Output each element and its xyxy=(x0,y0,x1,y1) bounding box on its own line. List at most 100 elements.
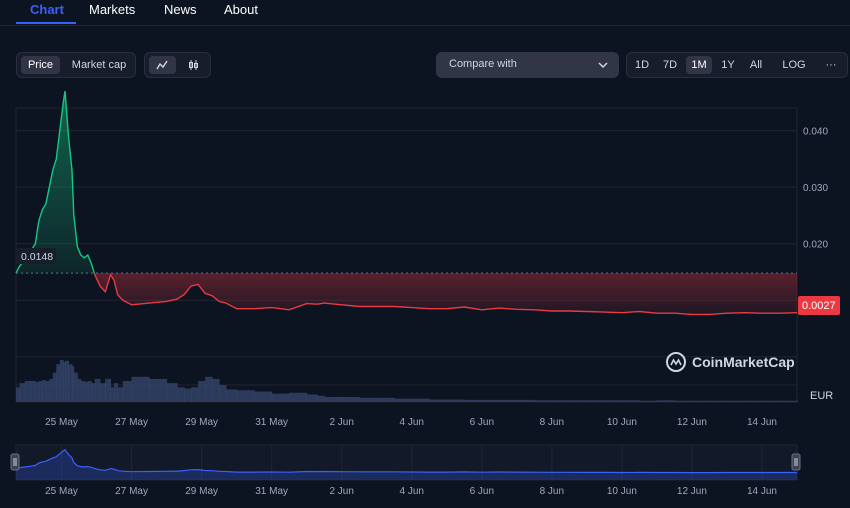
volume-bar xyxy=(94,378,101,402)
volume-bar xyxy=(236,390,255,402)
tab-markets[interactable]: Markets xyxy=(89,2,136,17)
coinmarketcap-watermark: CoinMarketCap xyxy=(666,352,795,372)
x-tick-label: 31 May xyxy=(255,417,288,428)
tab-about[interactable]: About xyxy=(224,2,258,17)
volume-bar xyxy=(324,396,343,402)
volume-bar xyxy=(254,391,273,402)
range-all-button[interactable]: All xyxy=(749,59,763,71)
coinmarketcap-logo-icon xyxy=(666,352,686,372)
navigator-line xyxy=(15,448,797,474)
volume-bar xyxy=(166,383,178,402)
x-tick-label: 6 Jun xyxy=(470,417,494,428)
navigator-left-handle[interactable] xyxy=(10,453,20,471)
volume-bar xyxy=(114,383,119,402)
volume-bar xyxy=(464,399,483,402)
compare-with-dropdown[interactable]: Compare with xyxy=(436,52,619,78)
chart-grid xyxy=(15,107,798,403)
current-price-badge: 0.0027 xyxy=(798,296,840,315)
tab-news[interactable]: News xyxy=(164,2,197,17)
x-tick-label: 25 May xyxy=(45,417,78,428)
x-tick-label: 4 Jun xyxy=(400,417,424,428)
volume-bar xyxy=(586,400,605,402)
navigator-frame xyxy=(15,444,798,481)
navigator-right-handle[interactable] xyxy=(791,453,801,471)
chart-type-toggle xyxy=(144,52,211,78)
volume-bar xyxy=(72,366,75,402)
volume-bar xyxy=(42,380,47,402)
volume-bar xyxy=(205,376,213,402)
volume-bar xyxy=(110,387,115,402)
market-cap-option[interactable]: Market cap xyxy=(71,59,127,71)
volume-bar xyxy=(551,400,570,402)
volume-bar xyxy=(744,400,763,402)
current-price-label: 0.0027 xyxy=(802,300,836,312)
volume-bar xyxy=(87,381,92,402)
navigator-tick-label: 29 May xyxy=(185,486,218,497)
active-tab-indicator xyxy=(16,22,76,24)
volume-bar xyxy=(341,396,360,402)
volume-bar xyxy=(91,383,96,402)
price-option[interactable]: Price xyxy=(21,56,60,74)
time-range-selector: 1D 7D 1M 1Y All LOG ··· xyxy=(626,52,848,78)
volume-bar xyxy=(481,399,500,402)
volume-bar xyxy=(621,400,640,402)
volume-bar xyxy=(84,381,89,402)
line-chart-icon xyxy=(156,60,168,70)
x-tick-label: 12 Jun xyxy=(677,417,707,428)
range-7d-button[interactable]: 7D xyxy=(662,59,678,71)
candlestick-chart-button[interactable] xyxy=(180,56,207,74)
range-1y-button[interactable]: 1Y xyxy=(721,59,735,71)
x-tick-label: 14 Jun xyxy=(747,417,777,428)
volume-bars xyxy=(16,360,798,402)
watermark-text: CoinMarketCap xyxy=(692,354,795,370)
x-tick-label: 29 May xyxy=(185,417,218,428)
volume-bar xyxy=(779,400,798,402)
range-navigator[interactable] xyxy=(10,444,801,481)
volume-bar xyxy=(656,400,675,402)
price-marketcap-toggle: Price Market cap xyxy=(16,52,136,78)
volume-bar xyxy=(77,378,82,402)
volume-bar xyxy=(317,395,325,402)
volume-bar xyxy=(411,398,430,402)
tab-chart[interactable]: Chart xyxy=(30,2,64,17)
open-price-badge: 0.0148 xyxy=(16,248,56,264)
drag-handle-icon xyxy=(791,453,801,471)
navigator-tick-label: 31 May xyxy=(255,486,288,497)
volume-bar xyxy=(19,383,26,402)
volume-bar xyxy=(359,397,378,402)
x-tick-label: 27 May xyxy=(115,417,148,428)
volume-bar xyxy=(797,400,798,402)
volume-bar xyxy=(499,399,518,402)
more-options-button[interactable]: ··· xyxy=(825,59,837,71)
range-1d-button[interactable]: 1D xyxy=(634,59,650,71)
volume-bar xyxy=(271,393,290,402)
volume-bar xyxy=(122,381,133,402)
navigator-tick-label: 6 Jun xyxy=(470,486,494,497)
volume-bar xyxy=(191,387,199,402)
drag-handle-icon xyxy=(10,453,20,471)
volume-bar xyxy=(709,400,728,402)
open-price-label: 0.0148 xyxy=(21,251,53,263)
line-chart-button[interactable] xyxy=(149,56,176,74)
volume-bar xyxy=(80,381,85,402)
navigator-x-ticks: 25 May 27 May 29 May 31 May 2 Jun 4 Jun 6 Jun 8… xyxy=(45,486,777,497)
navigator-tick-label: 4 Jun xyxy=(400,486,424,497)
y-tick-label: 0.030 xyxy=(803,183,828,194)
volume-bar xyxy=(226,389,238,402)
volume-bar xyxy=(56,364,61,402)
volume-bar xyxy=(38,381,43,402)
navigator-tick-label: 14 Jun xyxy=(747,486,777,497)
candlestick-chart-icon xyxy=(189,60,198,70)
volume-bar xyxy=(726,400,745,402)
navigator-tick-label: 12 Jun xyxy=(677,486,707,497)
navigator-tick-label: 25 May xyxy=(45,486,78,497)
range-1m-button[interactable]: 1M xyxy=(686,56,712,74)
price-area-fills xyxy=(16,91,798,315)
volume-bar xyxy=(149,378,168,402)
x-tick-label: 2 Jun xyxy=(329,417,353,428)
navigator-tick-label: 27 May xyxy=(115,486,148,497)
log-scale-button[interactable]: LOG xyxy=(782,59,806,71)
volume-bar xyxy=(604,400,623,402)
volume-bar xyxy=(100,383,106,402)
